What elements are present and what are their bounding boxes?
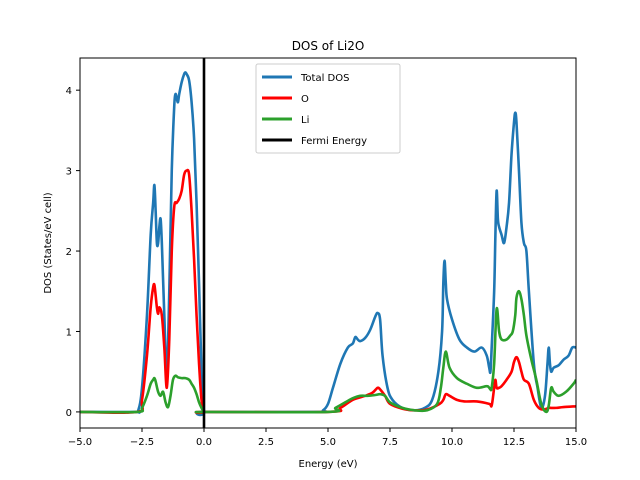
chart-title: DOS of Li2O (292, 39, 365, 53)
series-total-dos (80, 71, 576, 417)
legend-box (255, 63, 401, 154)
x-tick-label: 7.5 (382, 437, 398, 448)
y-tick-label: 4 (66, 86, 72, 97)
x-tick-label: 5.0 (320, 437, 336, 448)
y-axis-label: DOS (States/eV cell) (43, 192, 54, 293)
y-tick-label: 3 (66, 167, 72, 178)
series-o (80, 168, 576, 415)
y-tick-label: 0 (66, 408, 72, 419)
legend-label-fermi: Fermi Energy (301, 136, 367, 147)
x-axis-label: Energy (eV) (299, 459, 358, 470)
x-tick-label: 2.5 (258, 437, 274, 448)
y-tick-label: 2 (66, 247, 72, 258)
legend-label-o: O (301, 94, 309, 105)
x-tick-label: 15.0 (565, 437, 587, 448)
legend-label-li: Li (301, 115, 309, 126)
y-tick-label: 1 (66, 327, 72, 338)
series-li (80, 289, 576, 414)
x-tick-label: 0.0 (196, 437, 212, 448)
legend-label-total-dos: Total DOS (300, 73, 349, 84)
legend: Total DOS O Li Fermi Energy (255, 63, 401, 154)
x-tick-label: 10.0 (441, 437, 463, 448)
x-tick-label: 12.5 (503, 437, 525, 448)
x-tick-label: −5.0 (68, 437, 92, 448)
x-tick-label: −2.5 (130, 437, 154, 448)
